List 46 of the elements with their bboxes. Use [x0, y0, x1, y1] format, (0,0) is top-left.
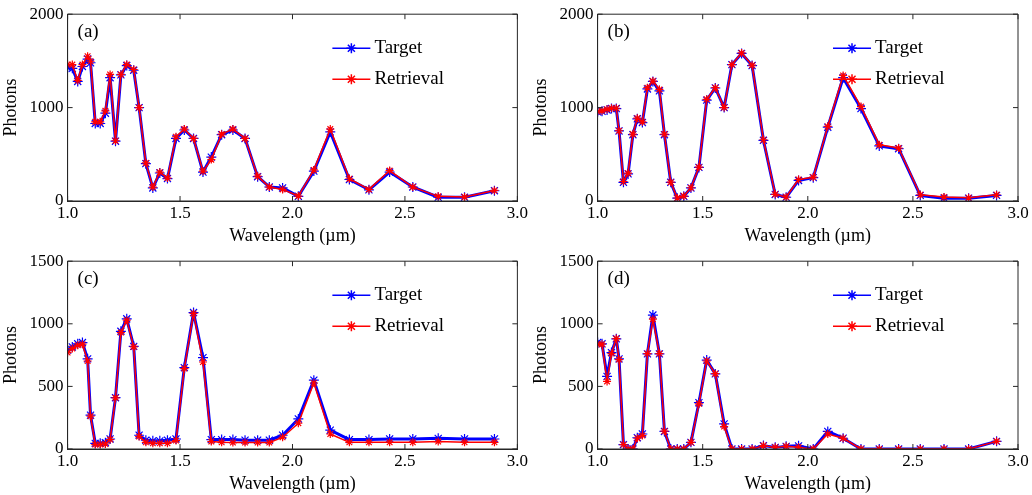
x-tick-label: 2.5 — [394, 450, 416, 470]
legend-label: Target — [374, 36, 423, 58]
y-tick-label: 1000 — [559, 313, 594, 333]
x-axis-title: Wavelength (µm) — [229, 472, 356, 494]
y-axis-title: Photons — [529, 78, 550, 137]
legend-label: Retrieval — [875, 67, 945, 89]
annotation: (a) — [77, 19, 99, 42]
y-tick-label: 1500 — [559, 250, 594, 270]
y-axis-title: Photons — [0, 326, 20, 385]
x-tick-label: 2.0 — [281, 450, 304, 470]
legend-label: Target — [875, 36, 924, 58]
legend-label: Retrieval — [875, 314, 945, 336]
legend-label: Retrieval — [374, 67, 445, 89]
x-axis-title: Wavelength (µm) — [744, 472, 871, 494]
legend-label: Target — [374, 283, 423, 305]
x-tick-label: 1.5 — [169, 202, 191, 222]
x-tick-label: 1.5 — [169, 450, 191, 470]
y-axis-title: Photons — [529, 326, 550, 385]
y-tick-label: 1000 — [559, 97, 594, 117]
x-tick-label: 2.0 — [281, 202, 304, 222]
y-tick-label: 500 — [568, 375, 594, 395]
x-tick-label: 2.0 — [797, 202, 819, 222]
x-tick-label: 2.0 — [797, 450, 819, 470]
y-tick-label: 1000 — [29, 97, 64, 117]
x-tick-label: 3.0 — [506, 202, 528, 222]
y-tick-label: 2000 — [559, 3, 594, 23]
annotation: (b) — [607, 19, 630, 42]
y-tick-label: 1500 — [29, 250, 64, 270]
annotation: (c) — [77, 266, 99, 289]
x-tick-label: 3.0 — [1007, 202, 1029, 222]
x-tick-label: 3.0 — [1007, 450, 1029, 470]
y-tick-label: 1000 — [29, 313, 64, 333]
x-tick-label: 1.5 — [692, 450, 714, 470]
x-tick-label: 2.5 — [394, 202, 416, 222]
y-axis-title: Photons — [0, 78, 20, 137]
x-axis-title: Wavelength (µm) — [744, 224, 871, 246]
x-axis-title: Wavelength (µm) — [229, 224, 356, 246]
y-tick-label: 2000 — [29, 3, 64, 23]
legend-label: Retrieval — [374, 314, 445, 336]
legend-label: Target — [875, 283, 924, 305]
x-tick-label: 2.5 — [902, 202, 924, 222]
annotation: (d) — [607, 266, 630, 289]
x-tick-label: 1.5 — [692, 202, 714, 222]
x-tick-label: 2.5 — [902, 450, 924, 470]
x-tick-label: 3.0 — [506, 450, 528, 470]
y-tick-label: 500 — [38, 375, 64, 395]
